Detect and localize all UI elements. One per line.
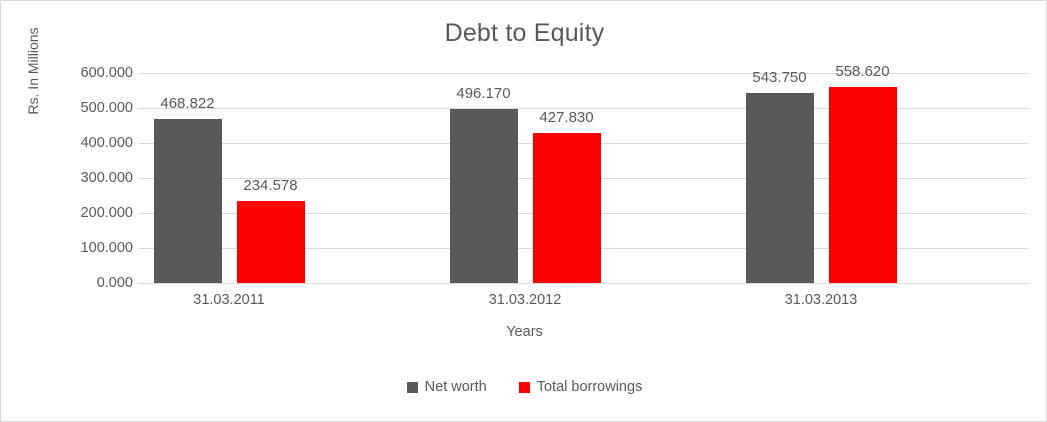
plot-area: 468.822 234.578 496.170 427.830 543.750 558.6…	[139, 64, 1027, 284]
y-axis-tick-label: 400.000	[80, 135, 133, 151]
gridline	[139, 108, 1027, 109]
legend-label: Net worth	[424, 379, 487, 395]
bar-value-label: 234.578	[243, 176, 298, 194]
bar-value-label: 558.620	[835, 63, 890, 81]
y-axis-tick-label: 200.000	[80, 205, 133, 221]
bar	[236, 200, 305, 283]
legend-swatch-icon	[518, 381, 530, 393]
bar-value-label: 468.822	[160, 94, 215, 112]
chart-title: Debt to Equity	[444, 19, 605, 47]
bar	[449, 109, 518, 283]
x-axis-tick-label: 31.03.2011	[193, 292, 265, 308]
y-axis-tick-label: 0.000	[96, 275, 133, 291]
x-axis-tick-label: 31.03.2012	[488, 292, 562, 308]
chart-legend: Net worth Total borrowings	[1, 379, 1046, 395]
y-axis-tick-label: 100.000	[80, 240, 133, 256]
y-axis-tick-label: 300.000	[80, 170, 133, 186]
bar	[153, 118, 222, 283]
bar-value-label: 543.750	[752, 68, 807, 86]
legend-item[interactable]: Net worth	[406, 379, 487, 395]
bar	[745, 92, 814, 283]
legend-swatch-icon	[406, 381, 418, 393]
x-axis-title: Years	[506, 324, 543, 340]
bar	[828, 87, 897, 283]
x-axis-tick-label: 31.03.2013	[784, 292, 858, 308]
gridline	[139, 73, 1027, 74]
bar-value-label: 427.830	[539, 109, 594, 127]
bar-value-label: 496.170	[456, 85, 511, 103]
legend-label: Total borrowings	[536, 379, 643, 395]
y-axis-tick-label: 500.000	[80, 100, 133, 116]
legend-item[interactable]: Total borrowings	[518, 379, 643, 395]
gridline	[139, 283, 1027, 284]
bar	[532, 133, 601, 283]
y-axis-tick-labels: 600.000 500.000 400.000 300.000 200.000 100.0…	[1, 66, 133, 290]
y-axis-tick-label: 600.000	[80, 65, 133, 81]
x-axis-tick-labels: 31.03.2011 31.03.2012 31.03.2013	[139, 292, 1027, 314]
